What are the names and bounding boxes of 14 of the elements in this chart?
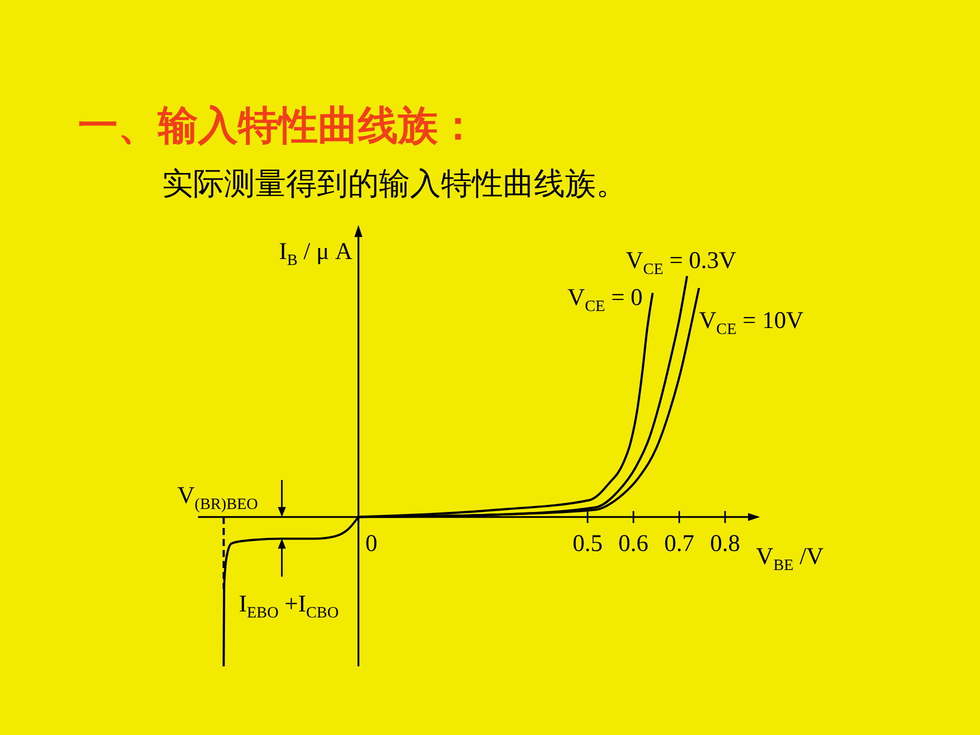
x-tick-label: 0.8 <box>710 531 740 557</box>
annotation: V$_{(BR)BEO}$ <box>177 483 258 513</box>
x-tick-label: 0.6 <box>618 531 648 557</box>
x-tick-label: 0.7 <box>664 531 694 557</box>
series-label: V$_{CE}$ = 10V <box>698 308 804 338</box>
series-label: V$_{CE}$ = 0 <box>568 284 643 315</box>
chart-subtitle: 实际测量得到的输入特性曲线族。 <box>162 166 627 202</box>
chart-title: 一、输入特性曲线族： <box>78 103 478 149</box>
y-axis-title: I$_{B}$ / μ A <box>278 239 354 269</box>
x-tick-label: 0 <box>365 531 378 557</box>
series-label: V$_{CE}$ = 0.3V <box>626 248 737 278</box>
x-axis-title: V$_{BE}$ /V <box>756 544 824 574</box>
x-tick-label: 0.5 <box>572 531 603 557</box>
annotation: I$_{EBO}$ +I$_{CBO}$ <box>238 592 339 622</box>
